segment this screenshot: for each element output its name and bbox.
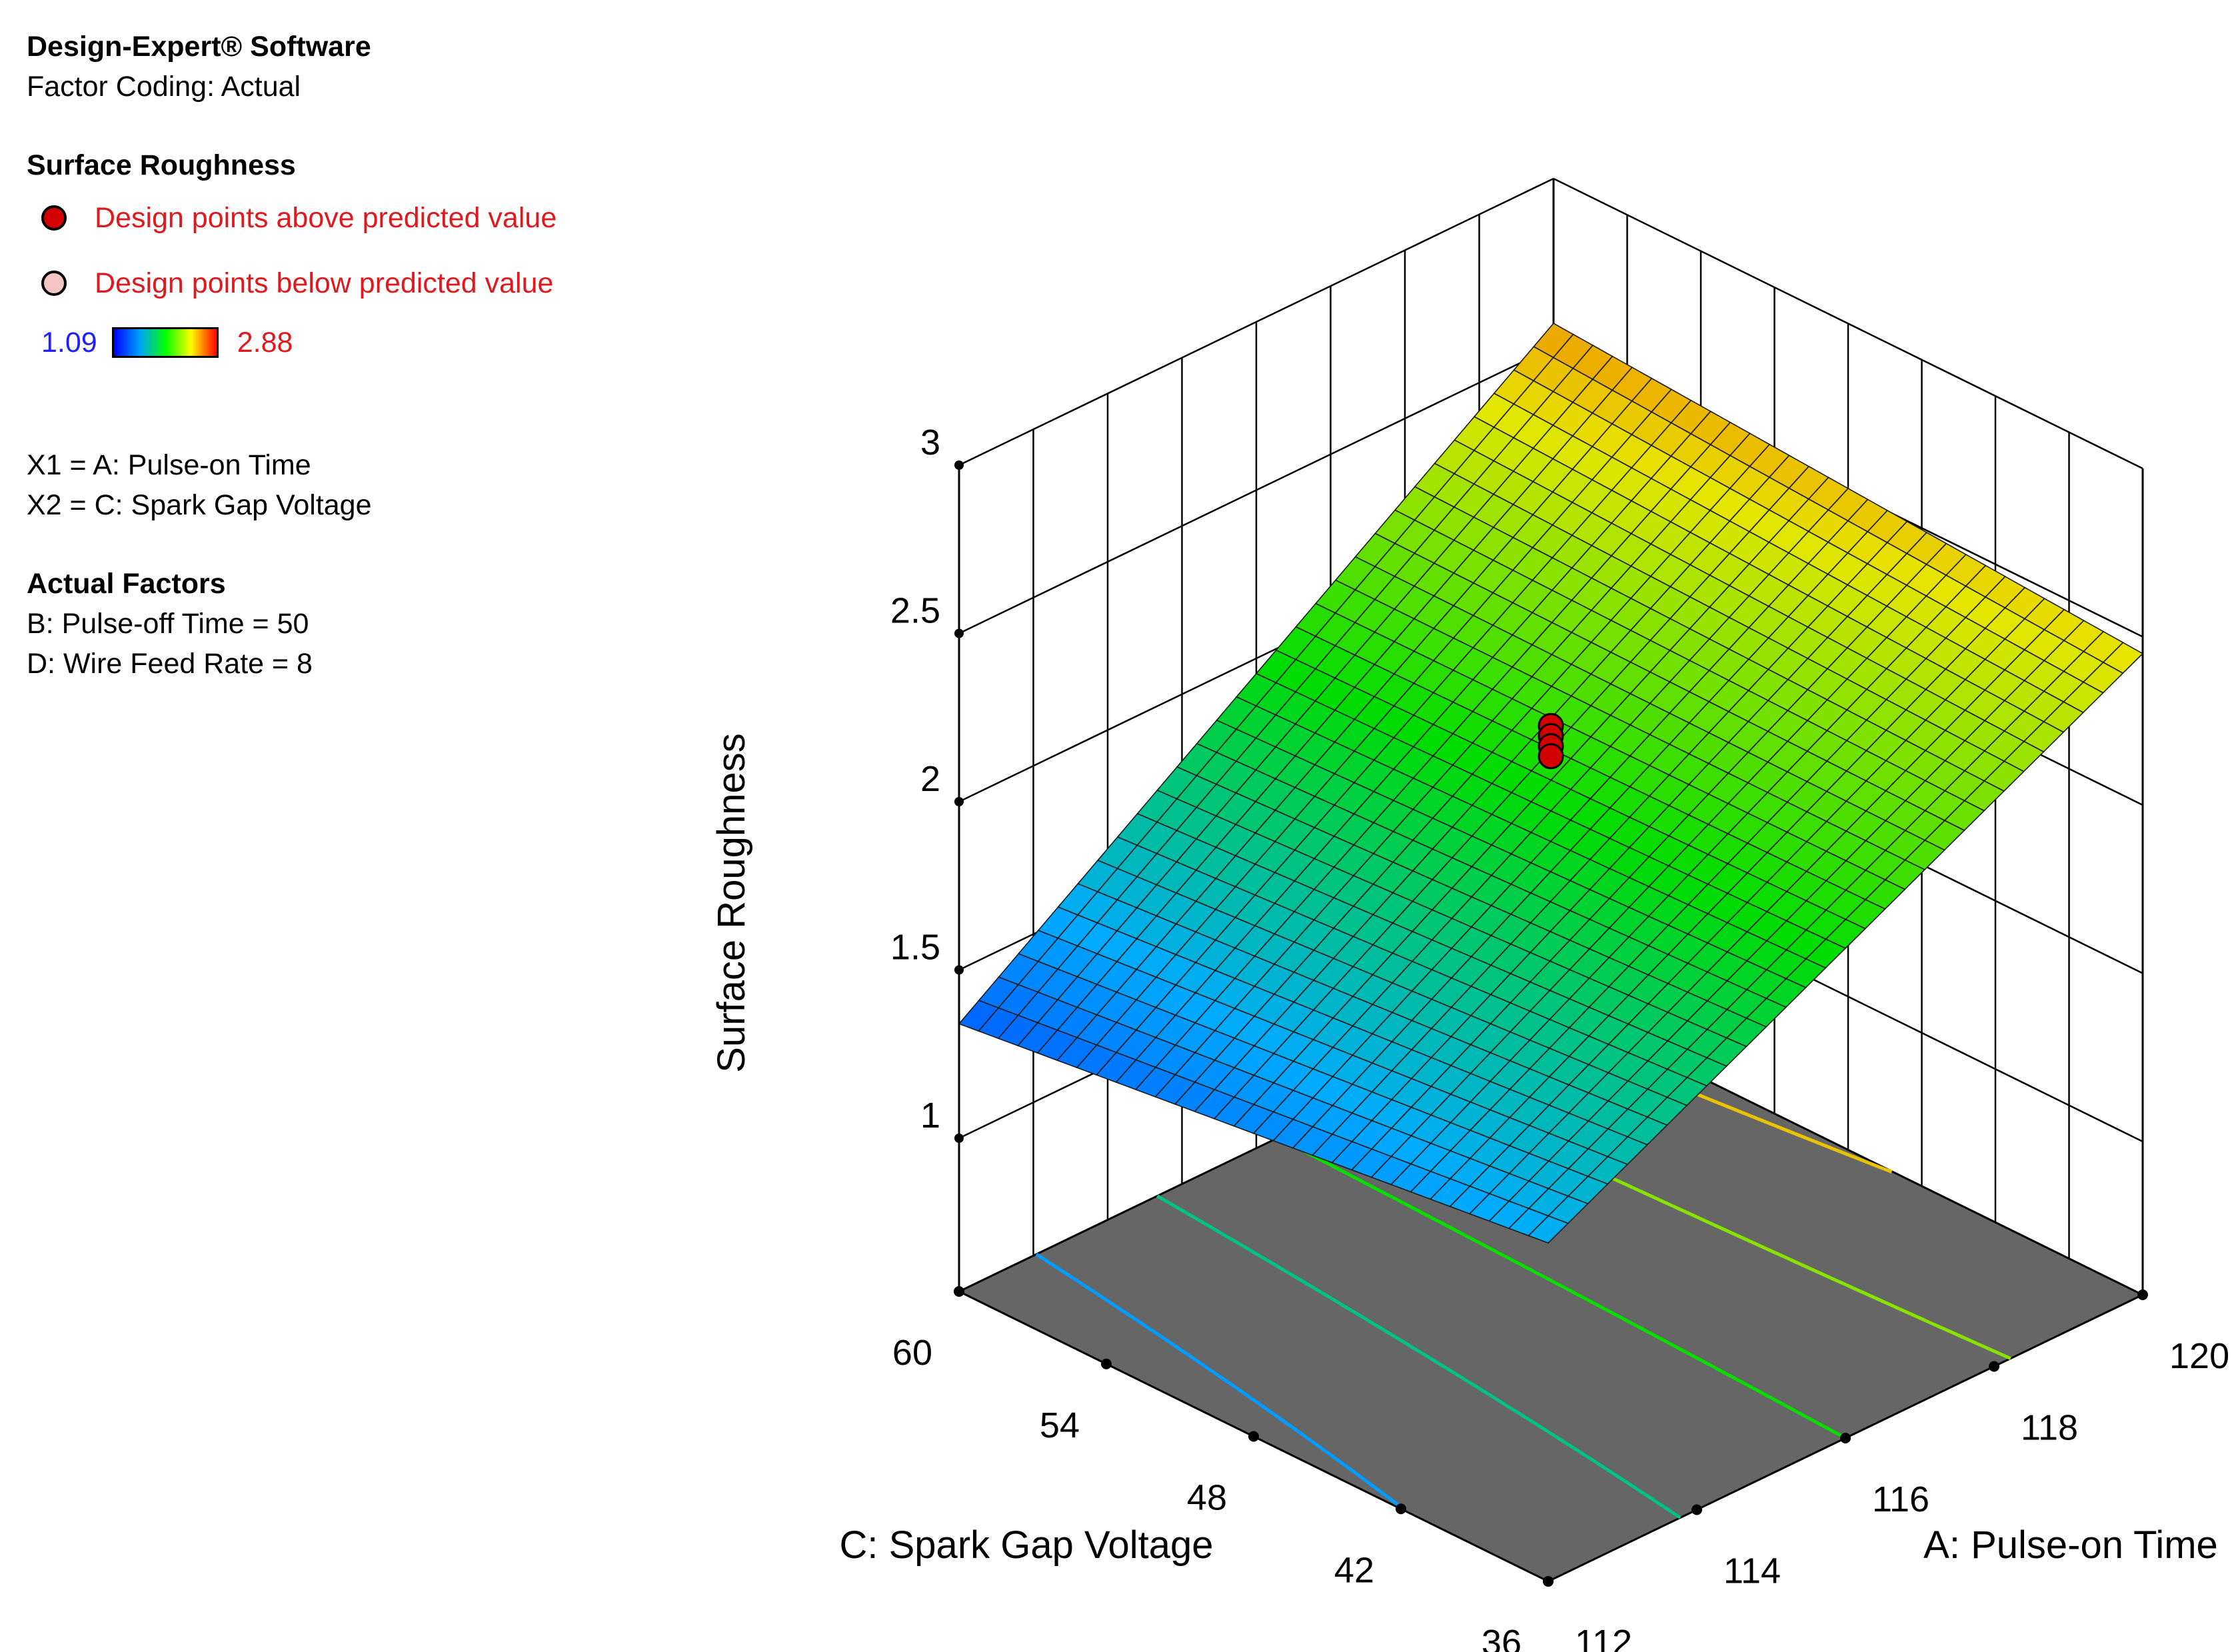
y-tick-mark: [1396, 1503, 1406, 1515]
design-point: [1538, 743, 1564, 770]
z-tick-mark: [954, 628, 964, 638]
software-title: Design-Expert® Software: [27, 31, 371, 63]
below-point-icon: [41, 271, 67, 296]
y-tick-mark: [954, 1286, 964, 1297]
x-tick-label: 112: [1575, 1623, 1632, 1652]
x-tick-label: 114: [1723, 1551, 1781, 1591]
response-surface: [958, 323, 2144, 1244]
design-points: [1538, 712, 1564, 770]
z-tick-mark: [954, 797, 964, 806]
y-tick-mark: [1543, 1576, 1554, 1587]
x-tick-label: 118: [2021, 1408, 2078, 1448]
z-tick-mark: [954, 965, 964, 975]
below-label: Design points below predicted value: [95, 267, 554, 299]
z-tick-mark: [954, 1134, 964, 1143]
contour-line: [1035, 1252, 1404, 1510]
actual-factor-b: B: Pulse-off Time = 50: [27, 608, 309, 640]
above-point-icon: [41, 205, 67, 231]
contour-line: [1156, 1194, 1681, 1519]
above-label: Design points above predicted value: [95, 201, 557, 234]
axes: 1 1.5 2 2.5 3 112 114 116 118 120 36 42 48 54 60: [890, 422, 2229, 1652]
floor-contours: [1035, 1020, 2011, 1519]
x-tick-mark: [1989, 1361, 1999, 1372]
y-tick-label: 54: [1040, 1405, 1080, 1445]
x-axis-label: A: Pulse-on Time: [1923, 1523, 2218, 1567]
actual-factor-d: D: Wire Feed Rate = 8: [27, 648, 313, 680]
wall-right-zline: [1553, 177, 2143, 470]
y-tick-label: 48: [1187, 1478, 1227, 1518]
contour-line: [1277, 1136, 1847, 1440]
z-tick-label: 3: [920, 422, 940, 462]
response-title: Surface Roughness: [27, 149, 296, 181]
z-tick-label: 1.5: [890, 928, 940, 968]
y-tick-mark: [1101, 1358, 1112, 1369]
y-tick-label: 42: [1334, 1550, 1374, 1590]
color-scale-min: 1.09: [41, 326, 97, 359]
legend-above: Design points above predicted value: [41, 185, 680, 251]
y-tick-label: 36: [1482, 1623, 1522, 1652]
z-axis-label: Surface Roughness: [710, 733, 753, 1072]
z-tick-label: 2: [920, 759, 940, 799]
legend-panel: Design-Expert® Software Factor Coding: A…: [27, 27, 680, 684]
color-scale-max: 2.88: [237, 326, 293, 359]
y-tick-mark: [1248, 1431, 1259, 1442]
color-scale-bar: [111, 327, 219, 358]
wall-left-zline: [958, 177, 1554, 466]
x-tick-mark: [1840, 1433, 1851, 1443]
z-tick-mark: [954, 460, 964, 470]
actual-factors-title: Actual Factors: [27, 568, 226, 600]
x-tick-mark: [2137, 1289, 2148, 1300]
legend-below: Design points below predicted value: [41, 251, 680, 316]
surface-cell: [1528, 1215, 1570, 1244]
x-tick-label: 120: [2169, 1336, 2229, 1376]
x1-definition: X1 = A: Pulse-on Time: [27, 449, 311, 481]
x-tick-label: 116: [1872, 1479, 1929, 1519]
z-tick-label: 1: [920, 1096, 940, 1136]
color-scale: 1.09 2.88: [27, 323, 680, 363]
wall-left-zline: [958, 346, 1554, 634]
factor-coding: Factor Coding: Actual: [27, 71, 301, 103]
z-tick-label: 2.5: [890, 591, 940, 631]
y-axis-label: C: Spark Gap Voltage: [840, 1523, 1214, 1567]
x-tick-mark: [1691, 1504, 1702, 1515]
y-tick-label: 60: [892, 1333, 932, 1373]
x2-definition: X2 = C: Spark Gap Voltage: [27, 489, 372, 521]
